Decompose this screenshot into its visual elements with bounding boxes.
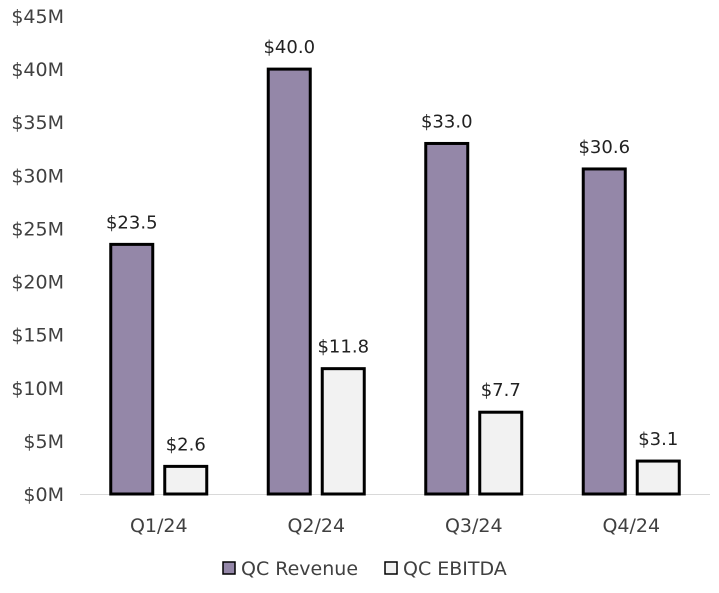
x-tick-label: Q3/24 — [445, 515, 503, 537]
data-label: $30.6 — [578, 137, 630, 158]
bar-qc-ebitda — [320, 367, 366, 496]
y-tick-label: $35M — [11, 112, 64, 134]
y-tick-label: $15M — [11, 325, 64, 347]
data-label: $11.8 — [317, 337, 369, 358]
bar-qc-ebitda — [163, 464, 209, 496]
legend-label: QC Revenue — [241, 558, 358, 580]
x-tick-label: Q1/24 — [130, 515, 188, 537]
data-label: $23.5 — [106, 212, 158, 233]
bar-qc-revenue — [581, 167, 627, 496]
x-tick-label: Q2/24 — [287, 515, 345, 537]
y-tick-label: $5M — [23, 431, 64, 453]
bar-qc-revenue — [109, 242, 155, 496]
bar-qc-ebitda — [635, 459, 681, 496]
y-tick-label: $25M — [11, 218, 64, 240]
y-tick-label: $0M — [23, 484, 64, 506]
data-labels: $23.5 $2.6 $40.0 $11.8 $33.0 $7.7 $30.6 $3.1 — [106, 37, 678, 455]
bar-qc-revenue — [266, 67, 312, 496]
data-label: $7.7 — [481, 380, 521, 401]
y-tick-label: $30M — [11, 165, 64, 187]
y-tick-label: $40M — [11, 59, 64, 81]
data-label: $3.1 — [638, 429, 678, 450]
data-label: $2.6 — [166, 434, 206, 455]
data-label: $33.0 — [421, 111, 473, 132]
data-label: $40.0 — [263, 37, 315, 58]
bar-qc-revenue — [424, 141, 470, 496]
legend-swatch-qc-revenue — [222, 561, 236, 575]
bar-qc-ebitda — [478, 410, 524, 496]
y-axis: $0M $5M $10M $15M $20M $25M $30M $35M $40M $45M — [11, 6, 64, 506]
y-tick-label: $45M — [11, 6, 64, 28]
bars — [109, 67, 681, 496]
y-tick-label: $10M — [11, 378, 64, 400]
legend: QC Revenue QC EBITDA — [222, 558, 507, 580]
legend-swatch-qc-ebitda — [384, 561, 398, 575]
legend-label: QC EBITDA — [403, 558, 507, 580]
x-axis: Q1/24 Q2/24 Q3/24 Q4/24 — [80, 494, 710, 537]
y-tick-label: $20M — [11, 272, 64, 294]
x-tick-label: Q4/24 — [602, 515, 660, 537]
